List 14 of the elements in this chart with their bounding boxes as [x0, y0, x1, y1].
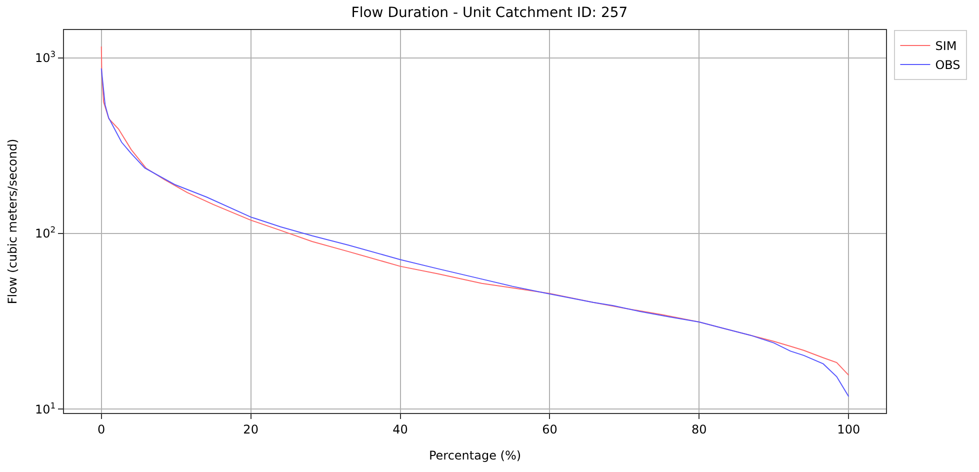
x-tick-label: 60	[542, 422, 558, 436]
y-axis-title: Flow (cubic meters/second)	[5, 138, 20, 304]
x-tick-label: 0	[98, 422, 106, 436]
x-tick-label: 80	[692, 422, 707, 436]
y-tick-label: 10$^{2}$	[34, 224, 56, 241]
y-tick-label: 10$^{1}$	[34, 400, 56, 416]
legend-label: OBS	[935, 58, 960, 72]
x-tick-label: 40	[392, 422, 408, 436]
x-tick-label: 20	[243, 422, 258, 436]
legend-label: SIM	[935, 39, 957, 54]
x-tick-label: 100	[837, 422, 860, 436]
chart-title: Flow Duration - Unit Catchment ID: 257	[351, 4, 628, 21]
x-axis-title: Percentage (%)	[428, 448, 522, 462]
y-tick-label: 10$^{3}$	[34, 48, 56, 66]
